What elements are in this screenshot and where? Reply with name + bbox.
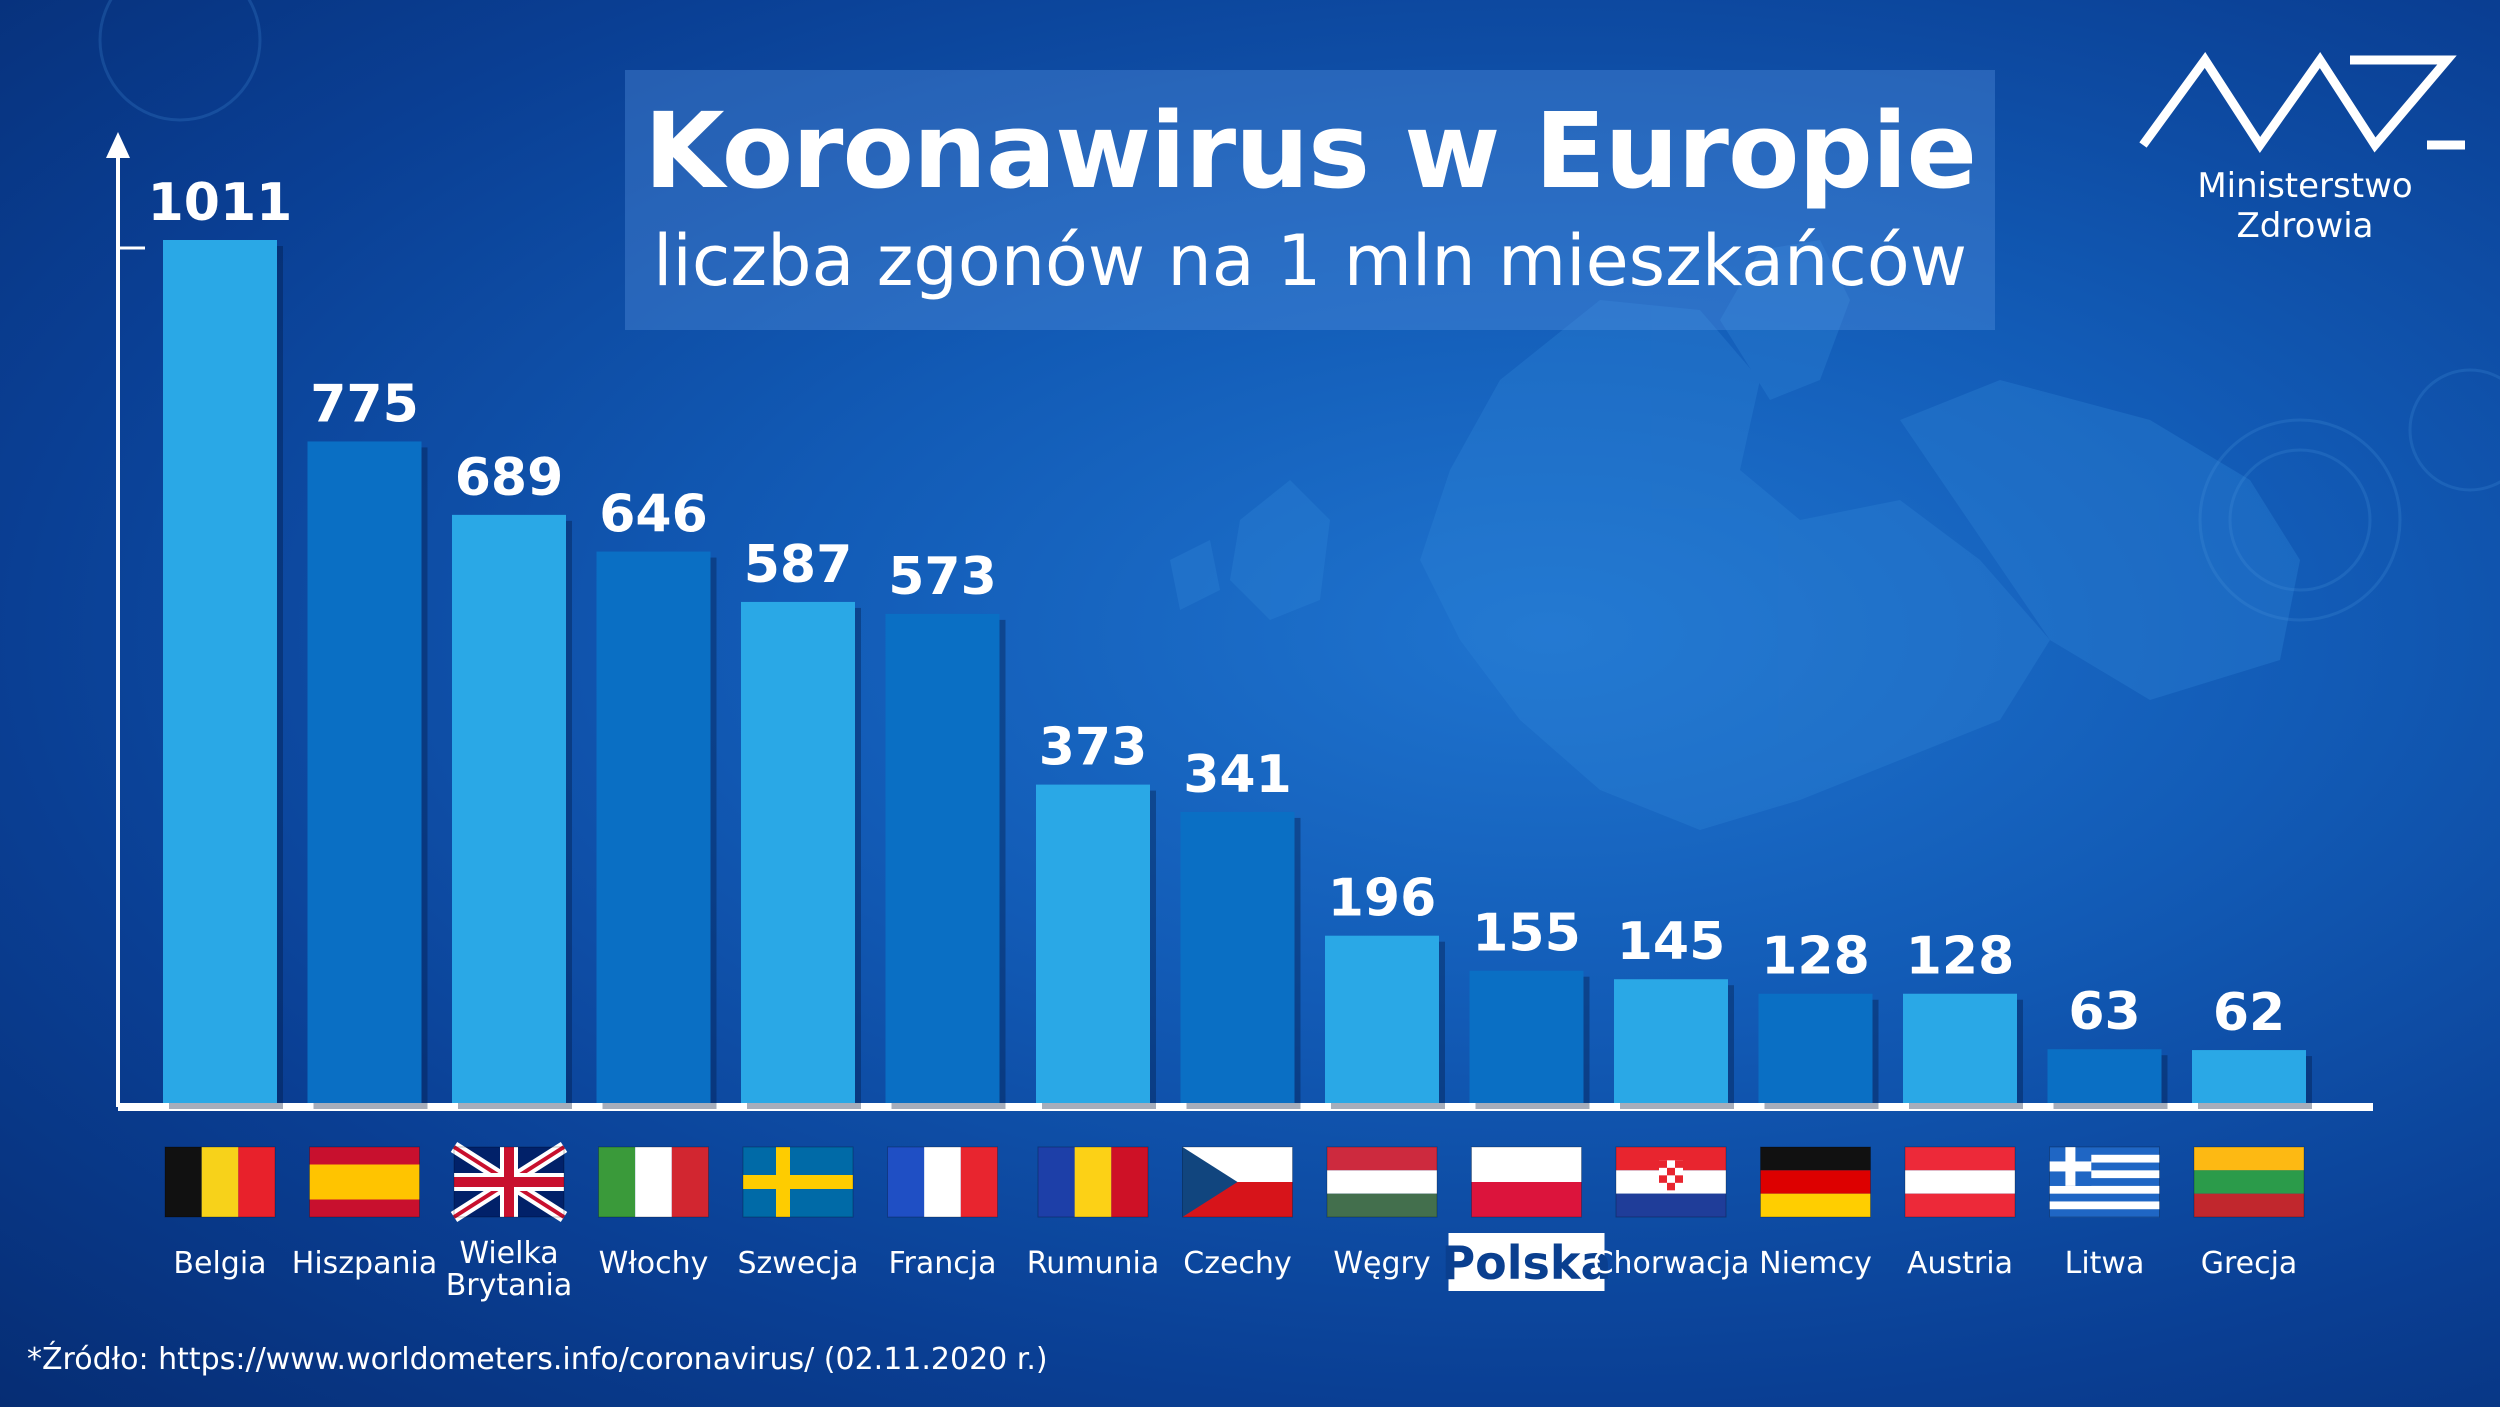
lithuania-flag-icon bbox=[2193, 1146, 2305, 1218]
value-label: 62 bbox=[2213, 983, 2285, 1043]
value-label: 689 bbox=[455, 448, 564, 508]
poland-flag-icon bbox=[1471, 1146, 1582, 1218]
bar-hiszpania bbox=[307, 441, 422, 1103]
spain-flag-icon bbox=[309, 1146, 420, 1218]
category-label: Litwa bbox=[2065, 1246, 2145, 1281]
highlight-label-bg bbox=[1448, 1233, 1605, 1291]
germany-flag-icon bbox=[1760, 1146, 1871, 1218]
bar-czechy bbox=[1180, 811, 1295, 1103]
value-label: 1011 bbox=[148, 173, 293, 233]
chart-flags bbox=[164, 1141, 2305, 1223]
uk-flag-icon bbox=[450, 1141, 568, 1223]
croatia-flag-icon bbox=[1615, 1146, 1727, 1218]
mz-logo-icon bbox=[2139, 51, 2465, 154]
italy-flag-icon bbox=[598, 1146, 709, 1218]
title-box: Koronawirus w Europie liczba zgonów na 1… bbox=[625, 70, 1995, 330]
bar-węgry bbox=[1325, 935, 1439, 1103]
sweden-flag-icon bbox=[742, 1146, 854, 1218]
value-label: 155 bbox=[1472, 904, 1581, 964]
category-label: Rumunia bbox=[1027, 1246, 1159, 1281]
value-label: 128 bbox=[1761, 927, 1870, 987]
category-label: Francja bbox=[888, 1246, 996, 1281]
bar-rumunia bbox=[1036, 784, 1150, 1103]
romania-flag-icon bbox=[1037, 1146, 1149, 1218]
france-flag-icon bbox=[887, 1146, 998, 1218]
belgium-flag-icon bbox=[164, 1146, 276, 1218]
value-label: 775 bbox=[310, 374, 419, 434]
category-label: Austria bbox=[1907, 1246, 2013, 1281]
chart-bars bbox=[163, 240, 2312, 1109]
category-label: Wielka Brytania bbox=[446, 1236, 573, 1303]
category-label: Hiszpania bbox=[292, 1246, 437, 1281]
bar-szwecja bbox=[741, 601, 855, 1103]
category-label: Włochy bbox=[599, 1246, 709, 1281]
bar-grecja bbox=[2192, 1050, 2306, 1103]
bar-belgia bbox=[163, 240, 277, 1103]
value-label: 63 bbox=[2068, 982, 2140, 1042]
category-label: Niemcy bbox=[1759, 1246, 1872, 1281]
value-label: 145 bbox=[1617, 912, 1726, 972]
category-label: Węgry bbox=[1333, 1246, 1430, 1281]
bar-austria bbox=[1903, 993, 2017, 1103]
logo-text: Ministerstwo Zdrowia bbox=[2197, 166, 2413, 246]
bar-wielka-brytania bbox=[452, 514, 566, 1103]
bar-polska bbox=[1469, 970, 1584, 1103]
value-label: 196 bbox=[1328, 869, 1437, 929]
czech-flag-icon bbox=[1182, 1146, 1293, 1218]
bar-włochy bbox=[596, 551, 711, 1103]
chart-subtitle: liczba zgonów na 1 mln mieszkańców bbox=[652, 220, 1967, 302]
value-label: 128 bbox=[1906, 927, 2015, 987]
category-label: Chorwacja bbox=[1593, 1246, 1750, 1281]
value-label: 373 bbox=[1039, 718, 1148, 778]
bar-niemcy bbox=[1758, 993, 1873, 1103]
value-label: 573 bbox=[888, 547, 997, 607]
bar-francja bbox=[885, 613, 1000, 1103]
value-label: 587 bbox=[744, 535, 853, 595]
y-axis-arrow bbox=[106, 132, 130, 158]
category-label: Grecja bbox=[2201, 1246, 2298, 1281]
value-label: 341 bbox=[1183, 745, 1292, 805]
category-label: Szwecja bbox=[738, 1246, 859, 1281]
category-label: Czechy bbox=[1183, 1246, 1291, 1281]
chart-title: Koronawirus w Europie bbox=[643, 90, 1977, 212]
bar-litwa bbox=[2047, 1049, 2162, 1103]
bar-chorwacja bbox=[1614, 979, 1728, 1103]
austria-flag-icon bbox=[1904, 1146, 2016, 1218]
category-label: Polska bbox=[1441, 1236, 1611, 1290]
greece-flag-icon bbox=[2049, 1146, 2160, 1218]
chart-labels: 1011 Belgia 775 Hiszpania 689 Wielka Brytania 6… bbox=[148, 173, 2298, 1303]
value-label: 646 bbox=[599, 485, 708, 545]
category-label: Belgia bbox=[173, 1246, 266, 1281]
chart-axes bbox=[106, 132, 2373, 1111]
source-note: *Źródło: https://www.worldometers.info/c… bbox=[27, 1342, 1048, 1377]
hungary-flag-icon bbox=[1326, 1146, 1438, 1218]
